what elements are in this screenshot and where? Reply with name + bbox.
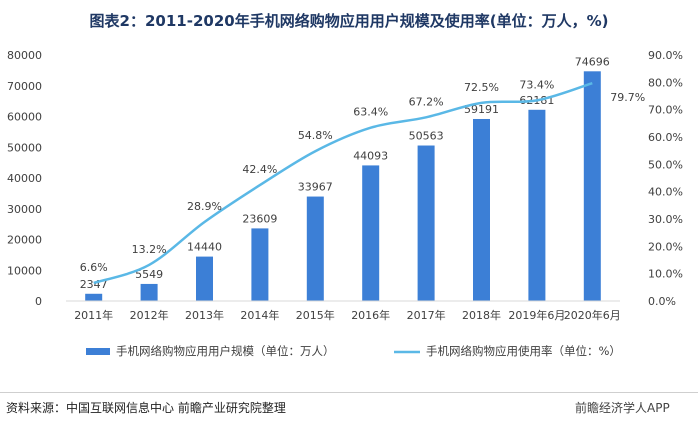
- source-note: 资料来源：中国互联网信息中心 前瞻产业研究院整理: [6, 401, 286, 415]
- bar-series: 2347554914440236093396744093505635919162…: [80, 55, 610, 302]
- bar: [140, 283, 158, 301]
- line-series: 6.6% 13.2% 28.9% 42.4% 54.8% 63.4% 67.2% 72.5% 7…: [80, 78, 645, 285]
- line-value-label: 28.9%: [187, 200, 222, 213]
- legend: 手机网络购物应用用户规模（单位：万人） 手机网络购物应用使用率（单位：%）: [86, 344, 621, 358]
- bar-value-label: 5549: [135, 268, 163, 281]
- line-value-label: 67.2%: [409, 95, 444, 108]
- left-tick-label: 60000: [7, 111, 42, 124]
- bar: [85, 293, 103, 301]
- x-tick-label: 2018年: [462, 308, 501, 322]
- bar-value-label: 74696: [575, 55, 610, 68]
- x-tick-label: 2012年: [130, 308, 169, 322]
- x-tick-label: 2020年6月: [564, 308, 621, 322]
- left-axis: 0 10000 20000 30000 40000 50000 60000 70000 8000…: [7, 49, 42, 308]
- bar-value-label: 23609: [242, 212, 277, 225]
- bar-value-label: 50563: [409, 130, 444, 143]
- left-tick-label: 10000: [7, 264, 42, 277]
- right-tick-label: 20.0%: [648, 240, 683, 253]
- right-axis: 0.0% 10.0% 20.0% 30.0% 40.0% 50.0% 60.0% 70.0% 8…: [648, 49, 683, 308]
- right-tick-label: 80.0%: [648, 76, 683, 89]
- bar: [583, 71, 601, 301]
- line-value-label: 72.5%: [464, 81, 499, 94]
- left-tick-label: 30000: [7, 203, 42, 216]
- bar-value-label: 44093: [353, 149, 388, 162]
- x-tick-label: 2019年6月: [508, 308, 565, 322]
- legend-bar-label: 手机网络购物应用用户规模（单位：万人）: [116, 344, 335, 358]
- right-tick-label: 70.0%: [648, 104, 683, 117]
- legend-bar-swatch: [86, 348, 110, 355]
- x-tick-label: 2013年: [185, 308, 224, 322]
- x-tick-label: 2016年: [351, 308, 390, 322]
- chart-title: 图表2：2011-2020年手机网络购物应用用户规模及使用率(单位：万人，%): [89, 12, 609, 30]
- left-tick-label: 50000: [7, 141, 42, 154]
- line-value-label: 73.4%: [519, 78, 554, 91]
- bar: [306, 196, 324, 301]
- x-tick-label: 2017年: [407, 308, 446, 322]
- right-tick-label: 50.0%: [648, 158, 683, 171]
- right-tick-label: 40.0%: [648, 186, 683, 199]
- left-tick-label: 40000: [7, 172, 42, 185]
- x-axis: 2011年 2012年 2013年 2014年 2015年 2016年 2017年 2018年…: [66, 300, 621, 322]
- legend-line-label: 手机网络购物应用使用率（单位：%）: [426, 344, 621, 358]
- right-tick-label: 10.0%: [648, 268, 683, 281]
- right-tick-label: 90.0%: [648, 49, 683, 62]
- x-tick-label: 2015年: [296, 308, 335, 322]
- line-value-label: 79.7%: [610, 91, 645, 104]
- line-value-label: 13.2%: [132, 243, 167, 256]
- x-tick-label: 2014年: [240, 308, 279, 322]
- line-value-label: 54.8%: [298, 129, 333, 142]
- bar: [473, 118, 490, 302]
- left-tick-label: 0: [35, 295, 42, 308]
- line-value-label: 42.4%: [242, 163, 277, 176]
- bar: [362, 165, 380, 301]
- bar-value-label: 33967: [298, 181, 333, 194]
- bar-value-label: 14440: [187, 241, 222, 254]
- line-value-label: 6.6%: [80, 261, 108, 274]
- left-tick-label: 70000: [7, 80, 42, 93]
- right-tick-label: 60.0%: [648, 131, 683, 144]
- bar: [417, 145, 435, 301]
- right-tick-label: 30.0%: [648, 213, 683, 226]
- usage-rate-line: [93, 81, 593, 285]
- line-value-label: 63.4%: [353, 106, 388, 119]
- x-tick-label: 2011年: [74, 308, 113, 322]
- bar: [528, 109, 546, 301]
- bar-value-label: 59191: [464, 103, 499, 116]
- bar: [196, 256, 213, 301]
- right-tick-label: 0.0%: [648, 295, 676, 308]
- bar: [251, 228, 269, 301]
- left-tick-label: 80000: [7, 49, 42, 62]
- footer-divider: [0, 392, 698, 393]
- brand-mark: 前瞻经济学人APP: [575, 401, 670, 415]
- left-tick-label: 20000: [7, 234, 42, 247]
